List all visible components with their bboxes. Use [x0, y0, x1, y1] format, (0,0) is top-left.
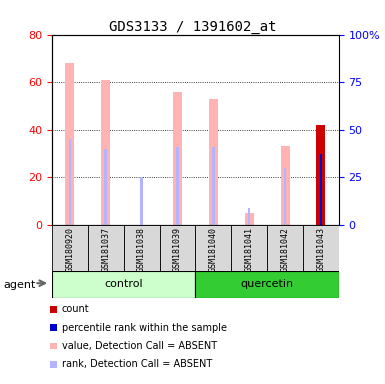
Text: GSM181038: GSM181038: [137, 227, 146, 272]
Bar: [69, 139, 71, 225]
Bar: [104, 149, 107, 225]
Text: GSM181039: GSM181039: [173, 227, 182, 272]
Text: GSM181037: GSM181037: [101, 227, 110, 272]
Bar: [195, 271, 339, 298]
Text: GSM181042: GSM181042: [281, 227, 290, 272]
Text: percentile rank within the sample: percentile rank within the sample: [62, 323, 227, 333]
Text: GSM181041: GSM181041: [244, 227, 254, 272]
Bar: [52, 225, 88, 271]
Bar: [281, 146, 290, 225]
Text: GSM181040: GSM181040: [209, 227, 218, 272]
Bar: [124, 225, 159, 271]
Bar: [267, 225, 303, 271]
Bar: [209, 99, 218, 225]
Text: agent: agent: [4, 280, 36, 290]
Bar: [159, 225, 196, 271]
Bar: [320, 154, 322, 225]
Text: GSM180920: GSM180920: [65, 227, 74, 272]
Text: control: control: [104, 279, 143, 289]
Bar: [284, 168, 286, 225]
Bar: [212, 147, 214, 225]
Bar: [173, 92, 182, 225]
Text: GDS3133 / 1391602_at: GDS3133 / 1391602_at: [109, 20, 276, 34]
Bar: [303, 225, 339, 271]
Bar: [195, 225, 231, 271]
Bar: [88, 225, 124, 271]
Text: quercetin: quercetin: [241, 279, 294, 289]
Text: value, Detection Call = ABSENT: value, Detection Call = ABSENT: [62, 341, 217, 351]
Bar: [141, 177, 143, 225]
Bar: [245, 213, 254, 225]
Bar: [231, 225, 267, 271]
Text: rank, Detection Call = ABSENT: rank, Detection Call = ABSENT: [62, 359, 212, 369]
Text: count: count: [62, 304, 89, 314]
Bar: [176, 147, 179, 225]
Text: GSM181043: GSM181043: [316, 227, 325, 272]
Bar: [52, 271, 195, 298]
Bar: [248, 207, 250, 225]
Bar: [65, 63, 74, 225]
Bar: [316, 125, 325, 225]
Bar: [101, 80, 110, 225]
